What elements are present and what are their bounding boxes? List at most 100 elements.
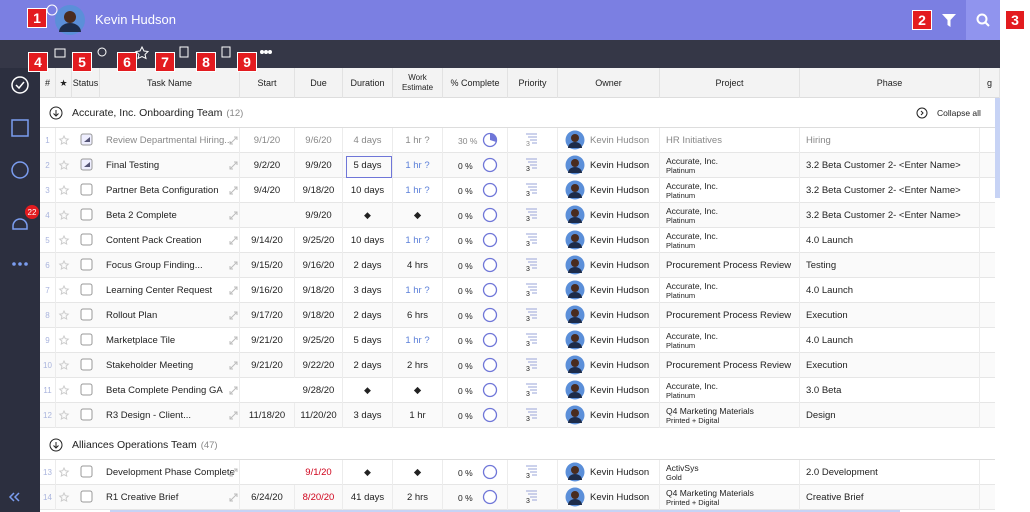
owner: Kevin Hudson [558, 353, 660, 378]
task-row[interactable] [40, 403, 995, 428]
priority: 3 [508, 485, 558, 510]
annotation-badge: 9 [237, 52, 257, 72]
task-row[interactable] [40, 303, 995, 328]
start-date: 9/15/20 [240, 253, 295, 278]
expand-icon [229, 211, 238, 220]
progress-circle [482, 382, 498, 398]
percent-complete: 0 % [443, 253, 508, 278]
duration: 2 days [343, 303, 393, 328]
star [58, 409, 70, 421]
phase: Execution [800, 353, 980, 378]
task-row[interactable] [40, 203, 995, 228]
collapse-all-icon [916, 107, 928, 119]
column-header[interactable]: Work Estimate [393, 68, 443, 98]
project: Accurate, Inc. Platinum [660, 178, 800, 203]
column-header[interactable]: % Complete [443, 68, 508, 98]
phase: Creative Brief [800, 485, 980, 510]
sidebar-icons[interactable] [0, 68, 40, 512]
status-checkbox [80, 158, 93, 171]
duration: 4 days [343, 128, 393, 153]
column-header[interactable]: Duration [343, 68, 393, 98]
phase: 4.0 Launch [800, 228, 980, 253]
project-name: Accurate, Inc. [666, 380, 718, 391]
status-checkbox [80, 133, 93, 146]
percent-complete: 0 % [443, 228, 508, 253]
priority: 3 [508, 460, 558, 485]
task-row[interactable] [40, 378, 995, 403]
progress-circle [482, 489, 498, 505]
row-number: 1 [40, 128, 56, 153]
percent-complete: 0 % [443, 403, 508, 428]
group-count: (47) [200, 439, 218, 451]
column-header[interactable]: Project [660, 68, 800, 98]
search-button[interactable] [966, 0, 1000, 40]
column-header[interactable]: Task Name [100, 68, 240, 98]
duration: 10 days [343, 178, 393, 203]
owner-avatar [565, 380, 585, 400]
column-header[interactable]: # [40, 68, 56, 98]
expand-icon [229, 286, 238, 295]
priority-icon [526, 258, 537, 269]
annotation-badge: 6 [117, 52, 137, 72]
percent-complete: 0 % [443, 485, 508, 510]
priority-icon [526, 383, 537, 394]
avatar[interactable] [55, 5, 85, 35]
notification-count: 22 [25, 205, 39, 219]
h-scrollbar[interactable] [110, 508, 900, 512]
duration: 2 days [343, 353, 393, 378]
collapse-all[interactable]: Collapse all [937, 108, 981, 118]
task-row[interactable] [40, 228, 995, 253]
progress-circle [482, 332, 498, 348]
task-row[interactable] [40, 278, 995, 303]
progress-circle [482, 132, 498, 148]
priority-icon [526, 283, 537, 294]
work-estimate: 1 hr [393, 403, 443, 428]
column-header[interactable]: Start [240, 68, 295, 98]
project-name: Procurement Process Review [666, 360, 792, 371]
scrollbar[interactable] [995, 98, 1000, 198]
due-date: 9/6/20 [295, 128, 343, 153]
task-row[interactable] [40, 253, 995, 278]
column-header[interactable]: ★ [56, 68, 72, 98]
column-header[interactable]: Priority [508, 68, 558, 98]
group-name: Alliances Operations Team [72, 439, 197, 451]
owner-avatar [565, 462, 585, 482]
work-estimate: 1 hr ? [393, 128, 443, 153]
toolbar-icons[interactable] [50, 44, 280, 64]
task-row[interactable] [40, 328, 995, 353]
project: Accurate, Inc. Platinum [660, 328, 800, 353]
phase: 4.0 Launch [800, 278, 980, 303]
header-bar [0, 0, 1000, 40]
owner-avatar [565, 405, 585, 425]
start-date: 9/17/20 [240, 303, 295, 328]
phase: 3.2 Beta Customer 2- <Enter Name> [800, 178, 980, 203]
expand-icon [229, 311, 238, 320]
priority-icon [526, 308, 537, 319]
column-header[interactable]: g [980, 68, 1000, 98]
column-header[interactable]: Phase [800, 68, 980, 98]
expand-icon [229, 261, 238, 270]
task-row[interactable] [40, 128, 995, 153]
project-name: Accurate, Inc. [666, 155, 718, 166]
project: Accurate, Inc. Platinum [660, 203, 800, 228]
priority-icon [526, 358, 537, 369]
start-date: 11/18/20 [240, 403, 295, 428]
task-row[interactable] [40, 485, 995, 510]
task-row[interactable] [40, 153, 995, 178]
phase: 3.2 Beta Customer 2- <Enter Name> [800, 153, 980, 178]
column-header[interactable]: Due [295, 68, 343, 98]
owner: Kevin Hudson [558, 403, 660, 428]
start-date: 9/21/20 [240, 353, 295, 378]
priority-icon [526, 408, 537, 419]
project-name: Accurate, Inc. [666, 330, 718, 341]
owner: Kevin Hudson [558, 203, 660, 228]
column-header[interactable]: Owner [558, 68, 660, 98]
task-row[interactable] [40, 460, 995, 485]
filter-icon[interactable] [942, 14, 956, 27]
project: Procurement Process Review [660, 303, 800, 328]
task-row[interactable] [40, 353, 995, 378]
task-row[interactable] [40, 178, 995, 203]
project-tier: Platinum [666, 390, 696, 400]
column-header[interactable]: Status [72, 68, 100, 98]
